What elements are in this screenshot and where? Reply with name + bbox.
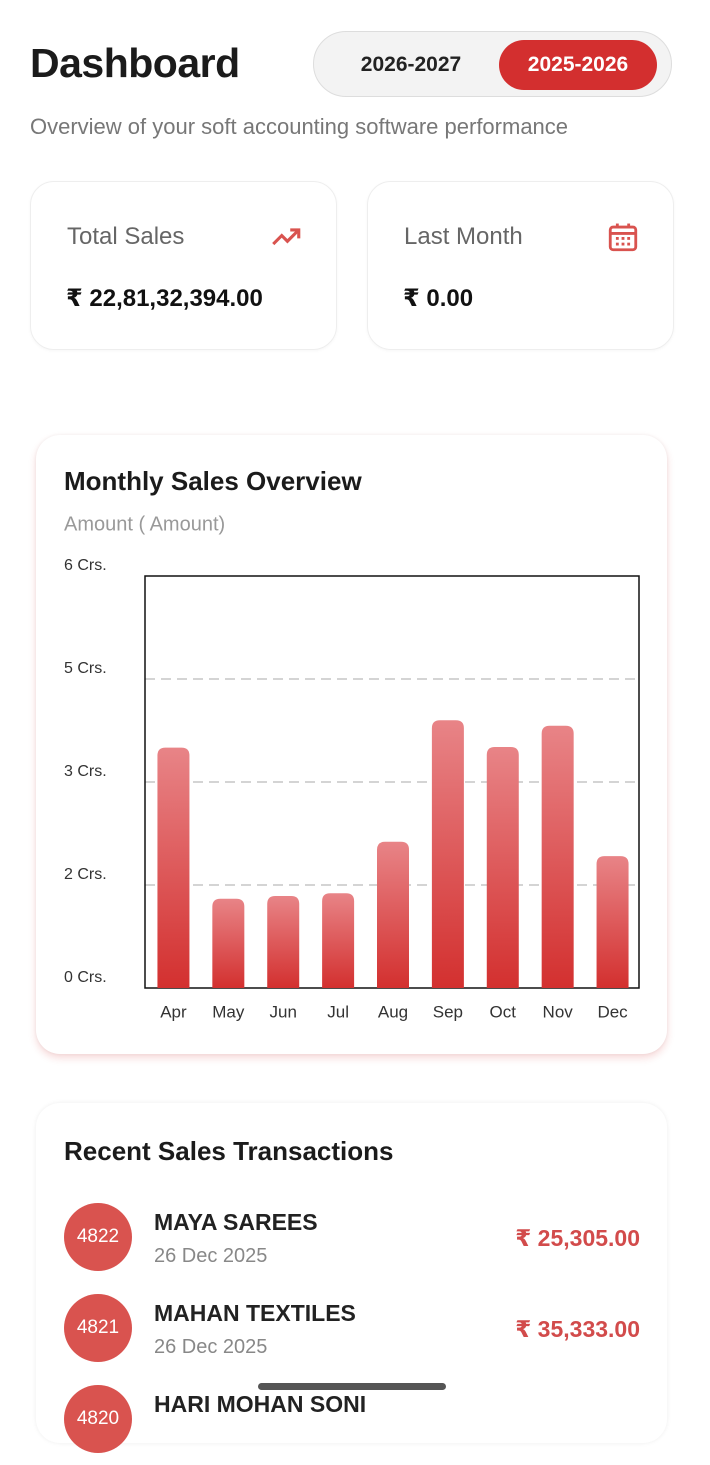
bar (212, 898, 245, 988)
bar (377, 841, 409, 988)
stat-value: ₹ 22,81,32,394.00 (66, 285, 263, 312)
trend-icon (272, 228, 301, 246)
x-tick-label: Dec (597, 1002, 628, 1021)
transactions-card: Recent Sales Transactions 4822 MAYA SAREE… (36, 1103, 667, 1453)
x-tick-label: Aug (378, 1002, 408, 1021)
section-title: Recent Sales Transactions (64, 1136, 394, 1166)
bar (157, 747, 190, 988)
bar (596, 856, 629, 988)
stat-label: Last Month (404, 223, 523, 250)
y-tick-label: 3 Crs. (64, 763, 107, 780)
transaction-amount: ₹ 25,305.00 (515, 1225, 640, 1251)
chart-card: Monthly Sales Overview Amount ( Amount) … (36, 435, 667, 1054)
year-toggle: 2026-2027 2025-2026 (313, 31, 672, 97)
avatar: 4822 (64, 1203, 132, 1271)
transaction-amount: ₹ 35,333.00 (515, 1316, 640, 1342)
stat-value: ₹ 0.00 (403, 285, 474, 312)
bar (322, 893, 355, 988)
y-tick-label: 0 Crs. (64, 969, 107, 986)
transaction-date: 26 Dec 2025 (154, 1245, 268, 1267)
screen: Dashboard 2026-2027 2025-2026 Overview o… (30, 31, 674, 1453)
bar (267, 895, 300, 988)
bar (541, 725, 574, 988)
x-tick-label: Oct (490, 1002, 517, 1021)
x-tick-label: Jul (327, 1002, 349, 1021)
x-tick-label: Apr (160, 1002, 187, 1021)
home-indicator (258, 1383, 446, 1390)
page-title: Dashboard (30, 40, 240, 86)
transaction-date: 26 Dec 2025 (154, 1336, 268, 1358)
y-tick-label: 6 Crs. (64, 557, 107, 574)
transaction-row[interactable]: 4822 MAYA SAREES 26 Dec 2025 ₹ 25,305.00 (36, 1203, 667, 1283)
page-subtitle: Overview of your soft accounting softwar… (30, 114, 569, 139)
chart-subtitle: Amount ( Amount) (64, 513, 225, 535)
stat-card: Last Month ₹ 0.00 (367, 181, 674, 350)
transaction-row[interactable]: 4820 HARI MOHAN SONI (36, 1385, 667, 1465)
customer-name: MAYA SAREES (154, 1209, 318, 1235)
customer-name: HARI MOHAN SONI (154, 1391, 367, 1417)
y-tick-label: 2 Crs. (64, 866, 107, 883)
avatar: 4820 (64, 1385, 132, 1453)
stat-card: Total Sales ₹ 22,81,32,394.00 (30, 181, 337, 350)
transaction-row[interactable]: 4821 MAHAN TEXTILES 26 Dec 2025 ₹ 35,333.00 (36, 1294, 667, 1374)
avatar: 4821 (64, 1294, 132, 1362)
bar (431, 720, 464, 988)
y-tick-label: 5 Crs. (64, 660, 107, 677)
customer-name: MAHAN TEXTILES (154, 1300, 356, 1326)
year-option[interactable]: 2026-2027 (360, 53, 462, 76)
x-tick-label: Jun (270, 1002, 297, 1021)
x-tick-label: May (212, 1002, 245, 1021)
chart-title: Monthly Sales Overview (64, 466, 362, 496)
chart: Monthly Sales Overview Amount ( Amount) … (64, 466, 640, 1021)
year-option-active[interactable]: 2025-2026 (499, 40, 657, 90)
stat-label: Total Sales (67, 223, 185, 250)
calendar-icon (608, 223, 638, 252)
x-tick-label: Nov (543, 1002, 574, 1021)
x-tick-label: Sep (433, 1002, 463, 1021)
bar (486, 746, 519, 988)
